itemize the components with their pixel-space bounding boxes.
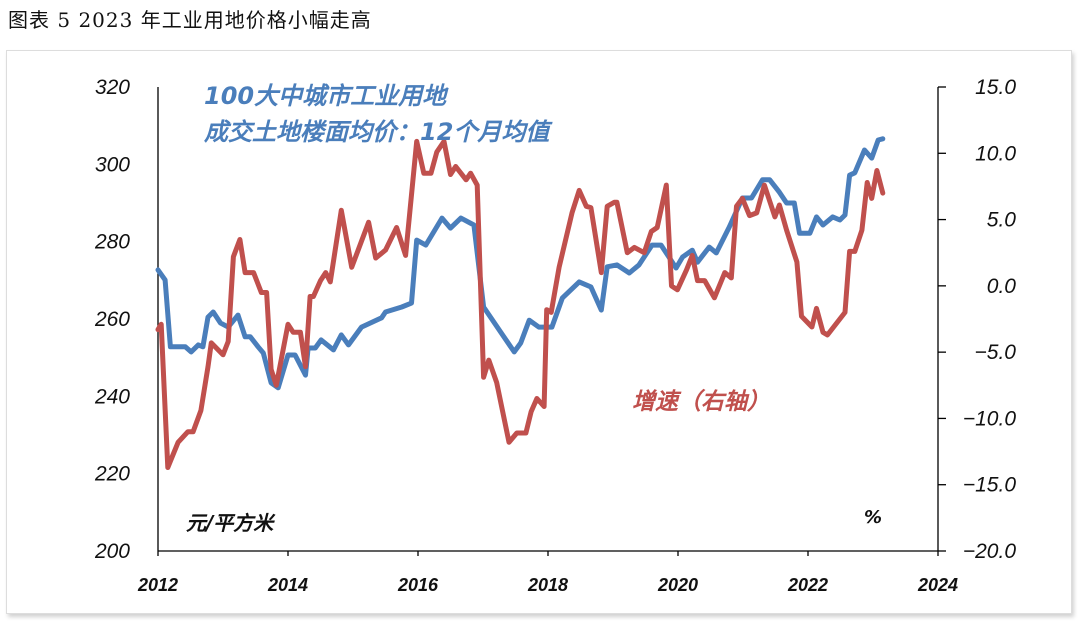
x-tick-label: 2020 <box>657 575 698 595</box>
right-tick-label: −15.0 <box>963 474 1016 497</box>
figure-title: 图表 5 2023 年工业用地价格小幅走高 <box>8 8 372 32</box>
right-tick-label: −10.0 <box>963 407 1016 430</box>
right-tick-label: 10.0 <box>975 142 1016 165</box>
chart-frame <box>6 50 1072 614</box>
blue-series-label: 100大中城市工业用地 成交土地楼面均价：12个月均值 <box>204 78 549 150</box>
red-series-label: 增速（右轴） <box>632 389 770 415</box>
x-tick-label: 2024 <box>917 575 958 595</box>
x-tick-label: 2014 <box>267 575 308 595</box>
right-tick-label: −5.0 <box>975 341 1017 364</box>
left-tick-label: 320 <box>95 76 130 99</box>
left-tick-label: 240 <box>94 385 130 408</box>
right-tick-label: −20.0 <box>963 540 1016 563</box>
blue-series-label-line-1: 100大中城市工业用地 <box>204 82 447 110</box>
growth-series-line <box>155 138 886 470</box>
x-tick-label: 2016 <box>397 575 439 595</box>
left-unit-label: 元/平方米 <box>186 511 274 535</box>
x-tick-label: 2018 <box>527 575 568 595</box>
right-tick-label: 5.0 <box>987 209 1017 232</box>
left-tick-label: 220 <box>94 463 130 486</box>
left-tick-label: 300 <box>95 153 130 176</box>
right-unit-label: % <box>864 507 883 528</box>
price-series-line <box>155 136 886 391</box>
left-tick-label: 260 <box>94 308 130 331</box>
x-tick-label: 2022 <box>787 575 828 595</box>
left-tick-label: 280 <box>94 231 130 254</box>
left-tick-label: 200 <box>94 540 130 563</box>
x-tick-label: 2012 <box>137 575 178 595</box>
right-tick-label: 15.0 <box>975 76 1016 99</box>
blue-series-label-line-2: 成交土地楼面均价：12个月均值 <box>204 118 550 146</box>
right-tick-label: 0.0 <box>987 275 1017 298</box>
